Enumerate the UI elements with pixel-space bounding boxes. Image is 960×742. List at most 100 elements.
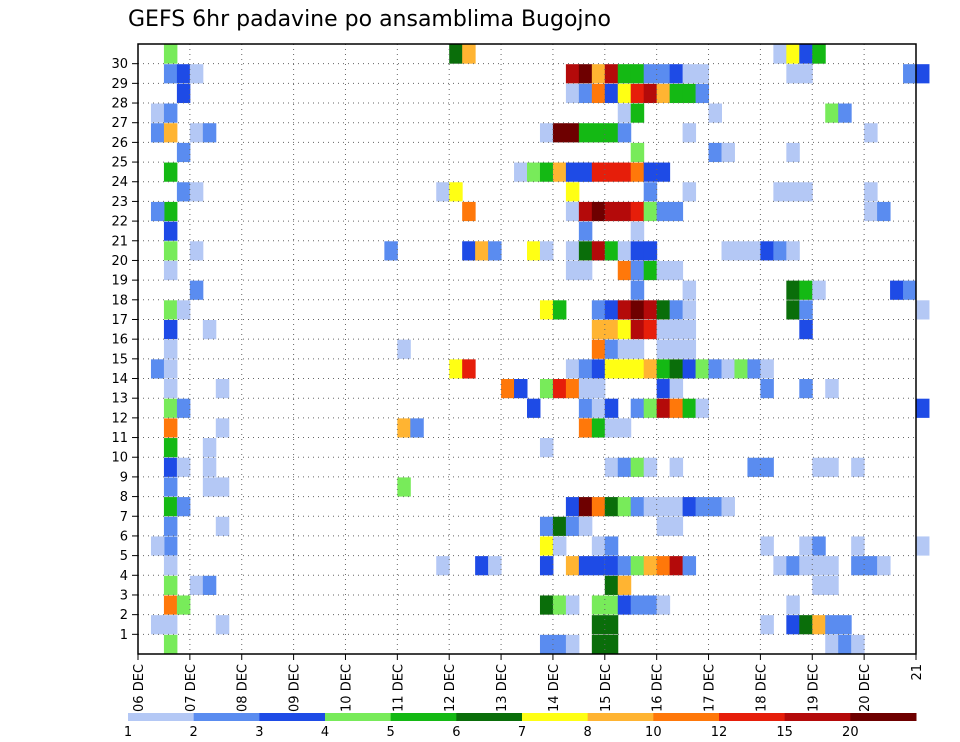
heatmap-cell	[851, 536, 865, 556]
heatmap-cell	[812, 575, 826, 595]
heatmap-cell	[773, 44, 787, 64]
heatmap-cell	[630, 83, 645, 104]
heatmap-cell	[656, 398, 671, 418]
heatmap-cell	[630, 142, 645, 163]
legend-label: 10	[645, 725, 662, 740]
y-tick-label: 14	[111, 372, 128, 387]
heatmap-cell	[825, 379, 839, 399]
heatmap-cell	[643, 64, 658, 84]
heatmap-cell	[669, 398, 684, 418]
y-axis-ticks: 1234567891011121314151617181920212223242…	[111, 57, 138, 643]
x-tick-label: 19 DEC	[806, 664, 821, 712]
heatmap-cell	[163, 379, 178, 399]
heatmap-cell	[202, 457, 217, 477]
heatmap-cell	[163, 359, 178, 379]
legend-swatch	[128, 713, 195, 721]
y-tick-label: 1	[120, 628, 128, 643]
heatmap-cell	[708, 497, 722, 517]
heatmap-cell	[643, 556, 658, 576]
heatmap-cell	[578, 516, 593, 536]
heatmap-cell	[799, 536, 813, 556]
heatmap-cell	[656, 64, 671, 84]
heatmap-cell	[799, 64, 813, 84]
heatmap-cell	[202, 438, 217, 458]
heatmap-cell	[462, 241, 476, 261]
heatmap-cell	[591, 359, 606, 379]
heatmap-cell	[656, 516, 671, 536]
legend-label: 12	[711, 725, 728, 740]
heatmap-cell	[436, 182, 450, 202]
heatmap-cell	[565, 260, 580, 281]
heatmap-cell	[552, 300, 567, 320]
x-tick-label: 10 DEC	[339, 664, 354, 712]
heatmap-cell	[799, 379, 813, 399]
x-tick-label: 13 DEC	[495, 664, 510, 712]
heatmap-cell	[604, 398, 619, 418]
heatmap-cell	[565, 64, 580, 84]
legend-swatch	[719, 713, 786, 721]
heatmap-cell	[578, 359, 593, 379]
heatmap-cell	[527, 241, 541, 261]
heatmap-cell	[604, 457, 619, 477]
heatmap-cell	[150, 615, 165, 635]
heatmap-cell	[825, 457, 839, 477]
heatmap-cell	[552, 595, 567, 615]
heatmap-cell	[695, 398, 710, 418]
heatmap-cell	[682, 123, 697, 143]
heatmap-cell	[591, 556, 606, 576]
heatmap-cell	[591, 536, 606, 556]
heatmap-cell	[176, 142, 191, 163]
heatmap-cell	[643, 260, 658, 281]
heatmap-cell	[617, 201, 632, 222]
heatmap-cell	[578, 83, 593, 104]
heatmap-cell	[604, 359, 619, 379]
heatmap-cell	[565, 359, 580, 379]
heatmap-cell	[565, 123, 580, 143]
heatmap-cell	[708, 359, 722, 379]
heatmap-cell	[669, 260, 684, 281]
heatmap-cell	[604, 123, 619, 143]
heatmap-cell	[565, 516, 580, 536]
heatmap-cell	[552, 379, 567, 399]
heatmap-cell	[578, 398, 593, 418]
y-tick-label: 10	[111, 451, 128, 466]
heatmap-cell	[565, 595, 580, 615]
heatmap-cell	[202, 123, 217, 143]
heatmap-cell	[150, 536, 165, 556]
heatmap-cell	[604, 339, 619, 359]
heatmap-cell	[591, 339, 606, 359]
heatmap-cell	[656, 162, 671, 182]
heatmap-cell	[578, 241, 593, 261]
heatmap-cell	[903, 280, 917, 300]
heatmap-cell	[449, 182, 463, 202]
heatmap-cell	[163, 123, 178, 143]
heatmap-cell	[643, 182, 658, 202]
y-tick-label: 29	[111, 77, 128, 92]
heatmap-cell	[786, 556, 800, 576]
heatmap-cell	[682, 280, 697, 300]
heatmap-cell	[864, 201, 878, 222]
y-tick-label: 11	[111, 431, 128, 446]
heatmap-cell	[669, 201, 684, 222]
heatmap-cell	[656, 595, 671, 615]
legend-swatch	[784, 713, 851, 721]
y-tick-label: 26	[111, 136, 128, 151]
heatmap-cell	[617, 556, 632, 576]
heatmap-cell	[617, 418, 632, 438]
heatmap-cell	[604, 497, 619, 517]
heatmap-cell	[591, 123, 606, 143]
heatmap-cell	[578, 221, 593, 241]
heatmap-cell	[669, 497, 684, 517]
heatmap-cell	[656, 201, 671, 222]
heatmap-cell	[565, 182, 580, 202]
heatmap-cell	[163, 595, 178, 615]
heatmap-cell	[708, 103, 722, 123]
heatmap-cell	[630, 64, 645, 84]
heatmap-cell	[565, 497, 580, 517]
heatmap-cell	[176, 300, 191, 320]
heatmap-cell	[812, 44, 826, 64]
y-tick-label: 24	[111, 175, 128, 190]
heatmap-cell	[630, 359, 645, 379]
heatmap-cell	[669, 457, 684, 477]
heatmap-cell	[539, 438, 554, 458]
